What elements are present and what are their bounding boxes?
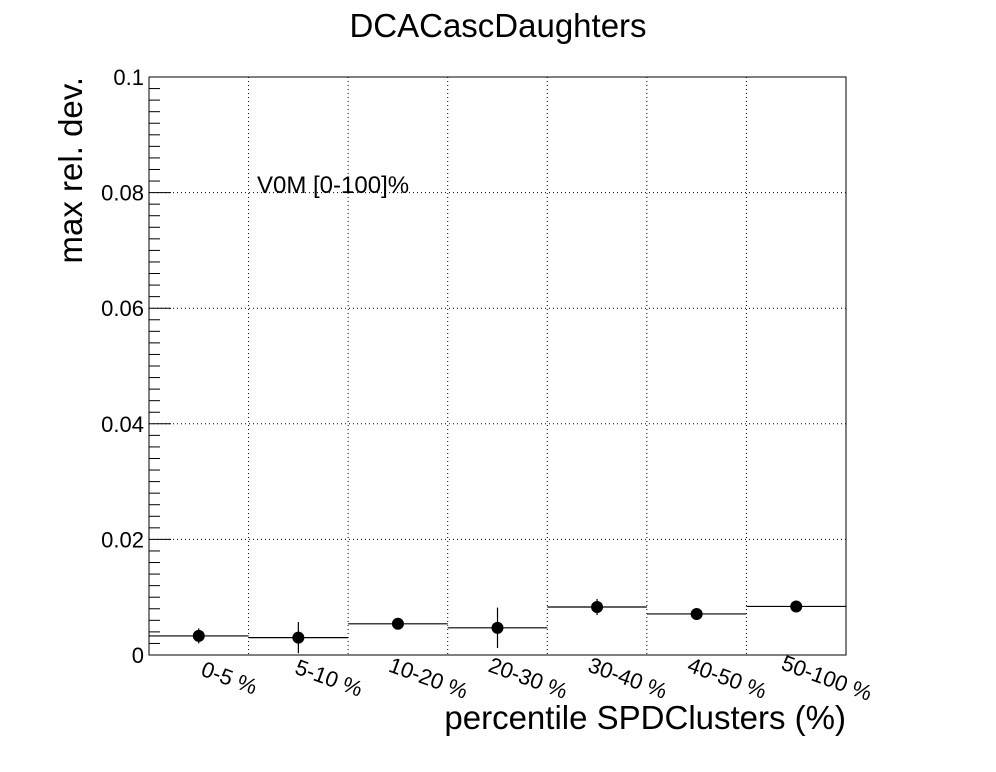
y-tick-label: 0.08: [101, 181, 144, 206]
x-tick-label: 20-30 %: [485, 652, 571, 704]
plot-frame: [148, 76, 847, 656]
annotation-text: V0M [0-100]%: [257, 172, 409, 199]
data-point: [591, 601, 604, 614]
x-tick-label: 50-100 %: [778, 650, 875, 706]
data-point: [292, 631, 305, 644]
x-tick-label: 10-20 %: [386, 652, 472, 704]
grid: [149, 77, 846, 655]
data-point: [391, 617, 404, 630]
y-tick-label: 0.02: [101, 527, 144, 552]
x-tick-label: 5-10 %: [292, 654, 366, 701]
y-axis: 0 0.02 0.04 0.06 0.08 0.1: [101, 65, 171, 668]
x-tick-label: 0-5 %: [198, 656, 261, 699]
chart-title: DCACascDaughters: [349, 7, 646, 44]
data-point: [491, 621, 504, 634]
data-point: [192, 629, 205, 642]
y-tick-label: 0: [132, 643, 144, 668]
x-tick-label: 40-50 %: [684, 652, 770, 704]
x-axis: 0-5 % 5-10 % 10-20 % 20-30 % 30-40 % 40-50 % 5…: [198, 650, 875, 706]
x-axis-label: percentile SPDClusters (%): [444, 699, 846, 736]
data-point: [690, 607, 703, 620]
y-tick-label: 0.06: [101, 296, 144, 321]
data-point: [790, 600, 803, 613]
y-tick-label: 0.04: [101, 412, 144, 437]
y-axis-label: max rel. dev.: [52, 77, 89, 263]
x-tick-label: 30-40 %: [585, 652, 671, 704]
y-tick-label: 0.1: [113, 65, 144, 90]
data-series: [149, 598, 846, 654]
